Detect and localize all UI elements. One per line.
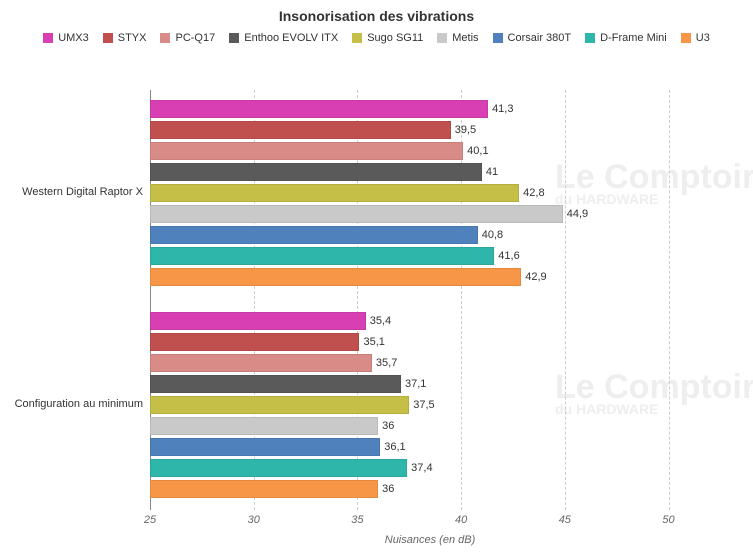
x-tick-label: 40 [455,514,467,526]
bar-value-label: 35,7 [376,357,397,369]
bar [150,205,563,223]
chart-title: Insonorisation des vibrations [0,0,753,24]
grid-line [565,90,566,510]
x-axis-title: Nuisances (en dB) [150,534,710,546]
legend-item: Enthoo EVOLV ITX [229,32,338,44]
bar-value-label: 40,8 [482,229,503,241]
legend-swatch [103,33,113,43]
bar-value-label: 36 [382,420,394,432]
bar [150,375,401,393]
legend-swatch [160,33,170,43]
category-label: Configuration au minimum [3,398,143,410]
bar-value-label: 36 [382,483,394,495]
legend-item: Metis [437,32,478,44]
legend-label: Sugo SG11 [367,32,423,44]
bar [150,333,359,351]
bar [150,184,519,202]
legend-label: D-Frame Mini [600,32,667,44]
legend-item: PC-Q17 [160,32,215,44]
bar-value-label: 42,8 [523,187,544,199]
x-tick-label: 45 [559,514,571,526]
bar [150,417,378,435]
x-tick-label: 50 [662,514,674,526]
legend-swatch [43,33,53,43]
bar-value-label: 37,1 [405,378,426,390]
category-label: Western Digital Raptor X [3,186,143,198]
bar [150,354,372,372]
bar-value-label: 41,6 [498,250,519,262]
legend-label: Metis [452,32,478,44]
bar [150,480,378,498]
x-tick-label: 35 [351,514,363,526]
legend-swatch [585,33,595,43]
bar [150,396,409,414]
legend-label: PC-Q17 [175,32,215,44]
bar [150,438,380,456]
bar-value-label: 40,1 [467,145,488,157]
bar [150,142,463,160]
bar-value-label: 36,1 [384,441,405,453]
legend-label: U3 [696,32,710,44]
bar-value-label: 37,4 [411,462,432,474]
legend-item: U3 [681,32,710,44]
bar-value-label: 41,3 [492,103,513,115]
legend-swatch [437,33,447,43]
legend-item: UMX3 [43,32,89,44]
legend: UMX3 STYX PC-Q17 Enthoo EVOLV ITX Sugo SG11 M… [0,24,753,48]
bar-value-label: 44,9 [567,208,588,220]
bar-value-label: 39,5 [455,124,476,136]
grid-line [669,90,670,510]
plot-area: 25303540455041,339,540,14142,844,940,841… [150,90,710,510]
bar-value-label: 42,9 [525,271,546,283]
bar [150,163,482,181]
legend-label: Enthoo EVOLV ITX [244,32,338,44]
bar [150,121,451,139]
legend-item: D-Frame Mini [585,32,667,44]
legend-label: Corsair 380T [508,32,572,44]
bar-value-label: 35,4 [370,315,391,327]
legend-label: UMX3 [58,32,89,44]
bar-value-label: 41 [486,166,498,178]
legend-item: Corsair 380T [493,32,572,44]
x-tick-label: 25 [144,514,156,526]
bar [150,268,521,286]
bar [150,312,366,330]
bar [150,247,494,265]
legend-label: STYX [118,32,147,44]
x-tick-label: 30 [248,514,260,526]
bar [150,100,488,118]
bar-value-label: 35,1 [363,336,384,348]
legend-swatch [229,33,239,43]
legend-swatch [493,33,503,43]
legend-swatch [681,33,691,43]
bar [150,226,478,244]
bar-value-label: 37,5 [413,399,434,411]
legend-swatch [352,33,362,43]
bar [150,459,407,477]
legend-item: Sugo SG11 [352,32,423,44]
legend-item: STYX [103,32,147,44]
